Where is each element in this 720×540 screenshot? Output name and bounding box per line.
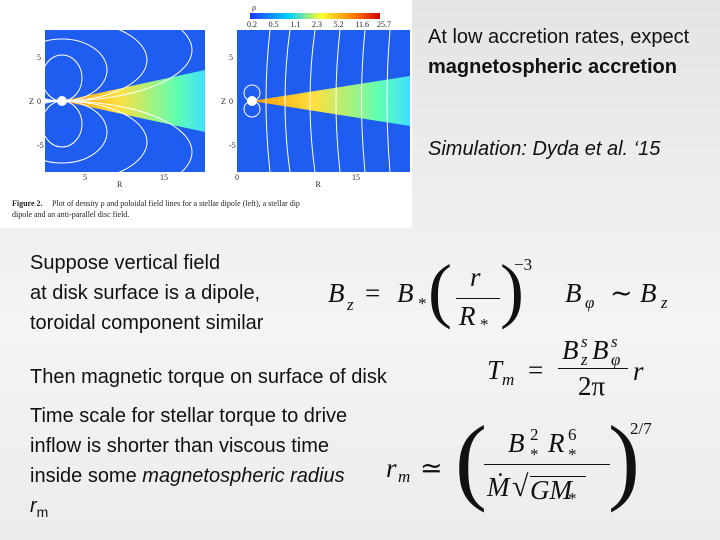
eq: s [611,332,618,351]
x-tick: 0 [235,173,239,182]
eq: r [470,262,481,292]
colorbar-tick: 5.2 [334,20,344,29]
y-tick: -5 [37,141,44,150]
caption: Plot of density ρ and poloidal field lin… [52,199,300,208]
colorbar-tick: 1.1 [290,20,300,29]
colorbar-tick: 0.5 [269,20,279,29]
eq: 6 [568,425,577,444]
eq: 2 [530,425,539,444]
g-shape: 0.2 0.5 1.1 2.3 5.2 11.6 25.7 [247,20,391,29]
torque-text: Then magnetic torque on surface of disk [30,366,387,388]
text: Time scale for stellar torque to drive i… [30,405,348,487]
line: toroidal component similar [30,312,264,334]
eq: φ [611,350,621,369]
eq: * [530,445,539,464]
disk-wedge [252,76,410,126]
eq: B [328,278,345,308]
eq: m [398,467,411,486]
eq: r [386,453,397,483]
eq: ( [428,250,452,330]
eq: T [487,355,503,385]
line: at disk surface is a dipole, [30,282,261,304]
g-shape [0,0,193,204]
eq: ) [608,406,640,513]
simulation-figure: ρ 0.2 0.5 1.1 2.3 5.2 11.6 25.7 Z R 5 0 -5 5 15 Z R 5 0 -… [0,0,412,228]
eq: B [565,278,582,308]
eq: GM [530,476,586,504]
x-tick: 15 [160,173,168,182]
eq: φ [585,293,595,312]
path-shape [265,29,391,173]
colorbar [250,13,380,19]
eq: B [562,335,579,365]
x-tick: 5 [83,173,87,182]
colorbar-tick: 11.6 [355,20,369,29]
eq: B [508,428,525,458]
panel-right [237,29,410,173]
eq: B [592,335,609,365]
caption: dipole and an anti-parallel disc field. [12,210,129,219]
eq: √ [512,470,529,503]
eq: ) [500,250,524,330]
eq: z [661,293,668,312]
caption-label: Figure 2. [12,199,43,208]
eq: ( [455,406,487,513]
eq: R [459,301,476,331]
eq: z [347,295,354,314]
fraction-bar [456,298,500,299]
line: Suppose vertical field [30,252,221,274]
circle-shape [247,96,257,106]
intro-text: At low accretion rates, expect magnetosp… [428,22,713,82]
eq: * [568,489,577,508]
intro-bold: magnetospheric accretion [428,56,677,78]
eq: Ṁ [487,472,510,502]
eq: * [418,294,427,313]
x-label: R [117,180,123,189]
intro: At low accretion rates, expect [428,26,690,48]
eq: m [502,370,515,389]
y-tick: 5 [229,53,233,62]
eq: B [640,278,657,308]
y-tick: 0 [37,97,41,106]
eq: ≃ [420,453,443,483]
eq: 2π [578,371,606,401]
colorbar-tick: 25.7 [377,20,391,29]
eq: r [633,356,644,386]
y-label: Z [221,97,226,106]
eq: s [581,332,588,351]
eq: ∼ [610,278,633,308]
y-label: Z [29,97,34,106]
panel-left [0,0,205,204]
eq: 2/7 [630,419,652,438]
dipole-text: Suppose vertical field at disk surface is… [30,248,263,338]
colorbar-label: ρ [252,3,256,12]
circle-shape [57,96,67,106]
colorbar-tick: 0.2 [247,20,257,29]
y-tick: 5 [37,53,41,62]
x-label: R [316,180,322,189]
y-tick: 0 [229,97,233,106]
eq: −3 [514,255,533,274]
citation: Simulation: Dyda et al. ‘15 [428,138,661,160]
x-tick: 15 [352,173,360,182]
y-tick: -5 [229,141,236,150]
eq: = [528,355,544,385]
eq: R [548,428,565,458]
colorbar-tick: 2.3 [312,20,322,29]
italic: magnetospheric radius r [30,465,345,517]
sub: m [36,504,49,520]
eq: = [365,278,381,308]
fraction-bar [484,464,610,465]
fraction-bar [558,368,628,369]
eq: * [568,445,577,464]
eq: * [480,315,489,334]
timescale-text: Time scale for stellar torque to drive i… [30,401,360,523]
g-shape: Z R 5 0 -5 5 15 Z R 5 0 -5 0 15 [29,53,360,189]
disk-wedge [62,70,205,132]
eq: z [581,350,588,369]
eq: B [397,278,414,308]
